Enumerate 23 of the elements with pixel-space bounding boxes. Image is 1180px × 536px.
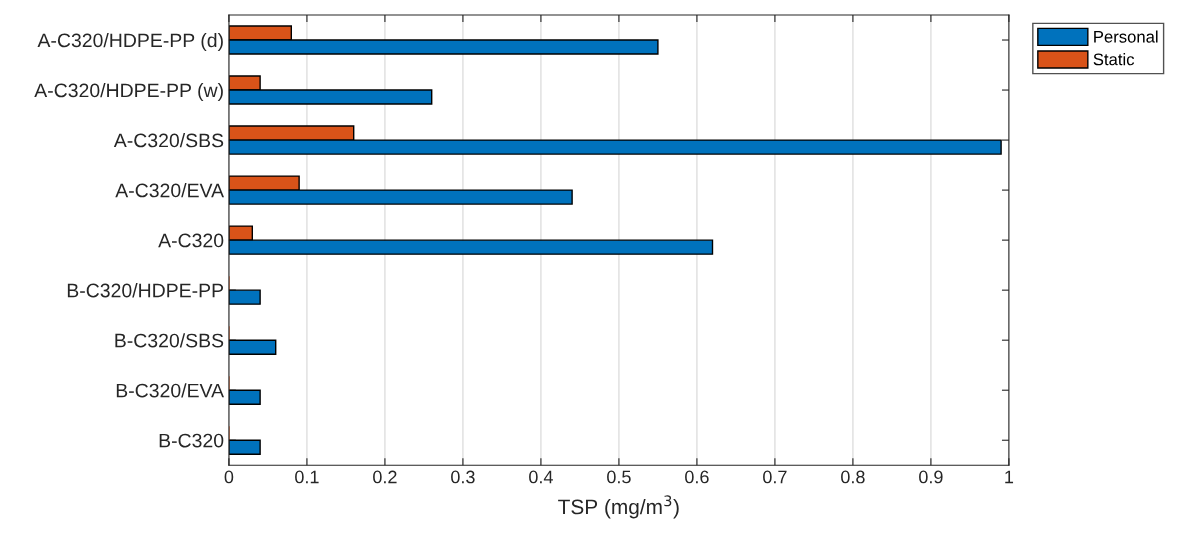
x-tick-label: 0.8 — [841, 470, 865, 484]
y-tick-label: B-C320/EVA — [116, 383, 225, 398]
y-tick-label: B-C320 — [159, 433, 224, 448]
x-tick-label: 0.2 — [373, 470, 397, 484]
x-tick-label: 1 — [1005, 470, 1014, 484]
y-tick-label: A-C320/SBS — [113, 133, 224, 148]
x-tick-label: 0.4 — [529, 470, 553, 484]
x-tick-label: 0.3 — [451, 470, 475, 484]
x-tick-label: 0.6 — [685, 470, 709, 484]
x-tick-label: 0.7 — [763, 470, 787, 484]
x-axis-title: TSP (mg/m$^{3}$) — [558, 495, 679, 519]
y-tick-label: A-C320/HDPE-PP (w) — [34, 83, 223, 102]
y-tick-label: B-C320/HDPE-PP — [67, 283, 224, 298]
x-tick-label: 0.1 — [295, 470, 319, 484]
y-tick-label: A-C320/HDPE-PP (d) — [37, 32, 223, 52]
y-tick-label: A-C320 — [158, 233, 224, 248]
x-tick-label: 0 — [224, 470, 234, 484]
x-tick-label: 0.5 — [607, 470, 631, 484]
legend-label: Personal — [1094, 30, 1158, 43]
y-tick-label: A-C320/EVA — [115, 183, 225, 198]
x-tick-label: 0.9 — [919, 470, 943, 484]
legend-label: Static — [1093, 53, 1135, 66]
y-tick-label: B-C320/SBS — [115, 333, 224, 348]
